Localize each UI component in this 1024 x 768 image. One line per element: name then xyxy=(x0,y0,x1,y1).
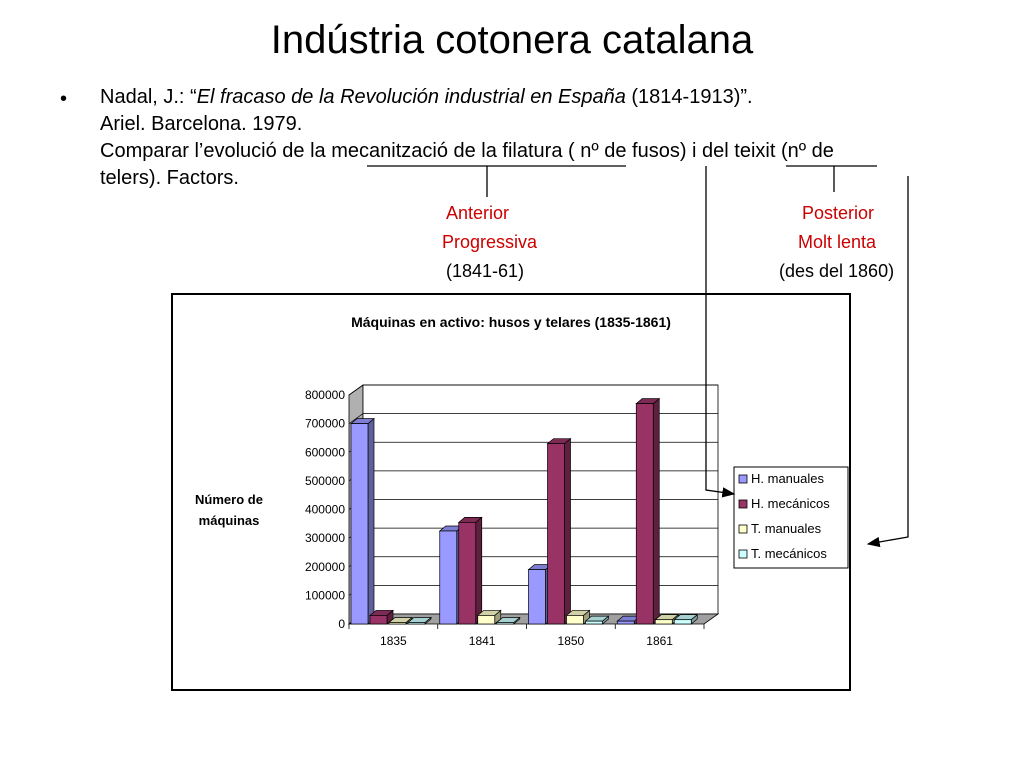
annotation-right-2: Molt lenta xyxy=(798,232,877,252)
legend-swatch xyxy=(738,474,748,484)
y-tick-label: 600000 xyxy=(305,445,345,459)
slide-title: Indústria cotonera catalana xyxy=(270,18,754,62)
reference-publisher: Ariel. Barcelona. 1979. xyxy=(100,113,303,135)
ref-years: (1814-1913)”. xyxy=(625,86,753,108)
bullet-marker: • xyxy=(60,88,68,110)
x-tick-label: 1841 xyxy=(469,634,496,648)
ref-author: Nadal, J.: “ xyxy=(100,86,197,108)
x-tick-label: 1835 xyxy=(380,634,407,648)
legend-box xyxy=(733,466,849,569)
y-axis-label-line1: Número de xyxy=(195,492,263,507)
y-axis-label-line2: máquinas xyxy=(199,513,260,528)
x-tick-label: 1861 xyxy=(646,634,673,648)
bar xyxy=(439,530,458,625)
legend-label: H. mecánicos xyxy=(751,496,830,511)
annotation-right-1: Posterior xyxy=(802,203,875,223)
y-tick-label: 700000 xyxy=(305,417,345,431)
x-tick-label: 1850 xyxy=(558,634,585,648)
bar xyxy=(673,619,692,625)
ref-book-title: El fracaso de la Revolución industrial e… xyxy=(196,86,626,108)
legend-swatch xyxy=(738,499,748,509)
bar-chart: Máquinas en activo: husos y telares (183… xyxy=(195,314,849,648)
bar xyxy=(350,423,369,625)
y-tick-label: 0 xyxy=(338,617,345,631)
bar xyxy=(616,620,635,625)
annotation-left-2: Progressiva xyxy=(442,232,538,252)
bullet-text: Nadal, J.: “El fracaso de la Revolución … xyxy=(100,84,980,192)
y-tick-label: 300000 xyxy=(305,531,345,545)
bar xyxy=(388,622,407,625)
arrow-to-t-mecanicos xyxy=(866,176,909,548)
bar xyxy=(369,615,388,625)
arrow-to-h-mecanicos xyxy=(705,166,736,498)
bar xyxy=(528,569,546,625)
gridline xyxy=(348,384,718,396)
compare-line-2: telers). Factors. xyxy=(100,167,239,189)
bar xyxy=(566,615,584,625)
compare-line: Comparar l’evolució de la mecanització d… xyxy=(100,140,834,162)
legend-label: H. manuales xyxy=(751,471,824,486)
gridline xyxy=(348,413,718,424)
annotation-right-3: (des del 1860) xyxy=(779,261,895,281)
y-tick-label: 800000 xyxy=(305,388,345,402)
bar xyxy=(635,403,654,625)
bar xyxy=(407,622,426,625)
chart-frame: Máquinas en activo: husos y telares (183… xyxy=(171,293,851,691)
bar xyxy=(477,615,496,625)
reference-line-1: Nadal, J.: “El fracaso de la Revolución … xyxy=(100,84,980,111)
bar xyxy=(585,620,603,625)
y-tick-label: 200000 xyxy=(305,560,345,574)
legend-swatch xyxy=(738,549,748,559)
bar xyxy=(496,622,515,625)
y-tick-label: 100000 xyxy=(305,588,345,602)
chart-title: Máquinas en activo: husos y telares (183… xyxy=(351,314,671,330)
legend-label: T. manuales xyxy=(751,521,822,536)
y-tick-label: 500000 xyxy=(305,474,345,488)
bar xyxy=(654,619,673,625)
legend-swatch xyxy=(738,524,748,534)
bar xyxy=(458,522,477,625)
legend-label: T. mecánicos xyxy=(751,546,827,561)
y-tick-label: 400000 xyxy=(305,503,345,517)
annotation-left-1: Anterior xyxy=(446,203,510,223)
bar xyxy=(547,443,565,625)
annotation-left-3: (1841-61) xyxy=(446,261,525,281)
